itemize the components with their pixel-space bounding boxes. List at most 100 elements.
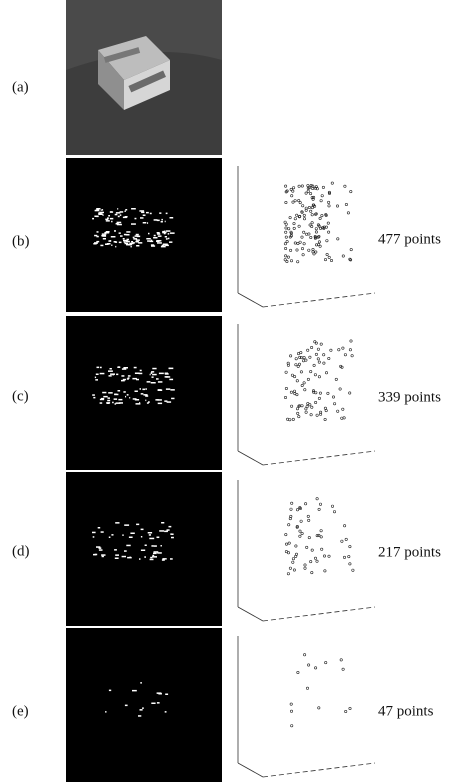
speck	[170, 533, 173, 535]
plot-point	[293, 199, 297, 203]
speck	[93, 396, 96, 399]
plot-point	[310, 405, 314, 409]
point-count: 477 points	[378, 231, 441, 247]
speck	[92, 531, 96, 534]
speck	[165, 376, 171, 378]
plot-point	[283, 258, 287, 262]
plot-point	[295, 248, 299, 252]
speck	[124, 524, 130, 526]
plot-point	[307, 232, 311, 236]
speck	[114, 393, 117, 395]
speck	[120, 235, 123, 237]
speck	[158, 372, 164, 375]
speck	[151, 702, 156, 704]
speck	[129, 397, 131, 399]
plot-point	[329, 348, 333, 352]
plot-point	[305, 686, 309, 690]
plot-point	[311, 184, 315, 188]
point-count: 47 points	[378, 703, 434, 719]
speck	[167, 233, 170, 235]
speck	[142, 388, 146, 391]
plot-point	[349, 258, 353, 262]
speck	[156, 232, 160, 234]
speck	[95, 379, 98, 381]
plot-point	[306, 184, 310, 188]
speck	[169, 367, 174, 370]
plot-point	[302, 213, 306, 217]
plot-point	[309, 560, 313, 564]
plot-point	[291, 557, 295, 561]
speck	[165, 238, 168, 240]
speck	[138, 715, 142, 717]
plot-point	[300, 210, 304, 214]
speck	[166, 530, 168, 532]
plot-point	[317, 240, 321, 244]
speck	[101, 209, 104, 211]
speck	[118, 398, 123, 401]
speck	[114, 213, 118, 216]
speck	[160, 545, 162, 547]
speck	[126, 394, 129, 396]
speck	[153, 234, 156, 237]
speck	[155, 399, 159, 401]
plot-point	[296, 260, 300, 264]
plot-point	[327, 200, 331, 204]
plot-point	[336, 409, 340, 413]
plot-point	[300, 531, 304, 535]
speck	[107, 397, 110, 399]
plot-point	[284, 254, 288, 258]
plot-point	[335, 204, 339, 208]
plot-point	[297, 404, 301, 408]
speck	[135, 403, 141, 405]
speck	[153, 237, 158, 239]
plot-point	[327, 230, 331, 234]
plot-point	[339, 658, 343, 662]
speck	[156, 702, 160, 704]
speck	[118, 241, 122, 244]
plot-point	[315, 534, 319, 538]
speck	[167, 237, 170, 240]
speck	[139, 388, 141, 390]
plot-point	[341, 407, 345, 411]
plot-point	[308, 223, 312, 227]
speck	[118, 232, 121, 234]
plot-point	[287, 523, 291, 527]
speck	[127, 375, 131, 377]
plot-point	[296, 364, 300, 368]
speck	[108, 392, 113, 394]
speck	[115, 245, 117, 248]
speck	[157, 389, 163, 391]
speck	[141, 211, 145, 214]
plot-point	[348, 348, 352, 352]
speck	[115, 522, 120, 524]
plot-point	[300, 383, 304, 387]
plot-point	[297, 184, 301, 188]
speck	[127, 377, 130, 379]
speck	[98, 547, 102, 549]
speck	[119, 214, 122, 216]
plot-point	[349, 190, 353, 194]
speck	[131, 241, 134, 243]
plot-point	[302, 242, 306, 246]
speck	[126, 243, 131, 246]
speck	[101, 554, 106, 556]
speck	[98, 549, 103, 551]
speck	[94, 234, 98, 237]
speck	[170, 389, 175, 391]
plot-point	[289, 234, 293, 238]
speck	[134, 399, 140, 401]
speck	[140, 549, 146, 551]
plot-point	[309, 184, 313, 188]
speck	[139, 210, 145, 212]
speck	[126, 544, 131, 547]
speck	[139, 558, 141, 560]
speck	[132, 689, 137, 692]
plot-point	[314, 352, 318, 356]
plot-point	[302, 381, 306, 385]
plot-point	[306, 402, 310, 406]
speck	[111, 244, 113, 246]
plot-point	[314, 400, 318, 404]
speck	[147, 222, 149, 224]
speck	[162, 230, 165, 233]
